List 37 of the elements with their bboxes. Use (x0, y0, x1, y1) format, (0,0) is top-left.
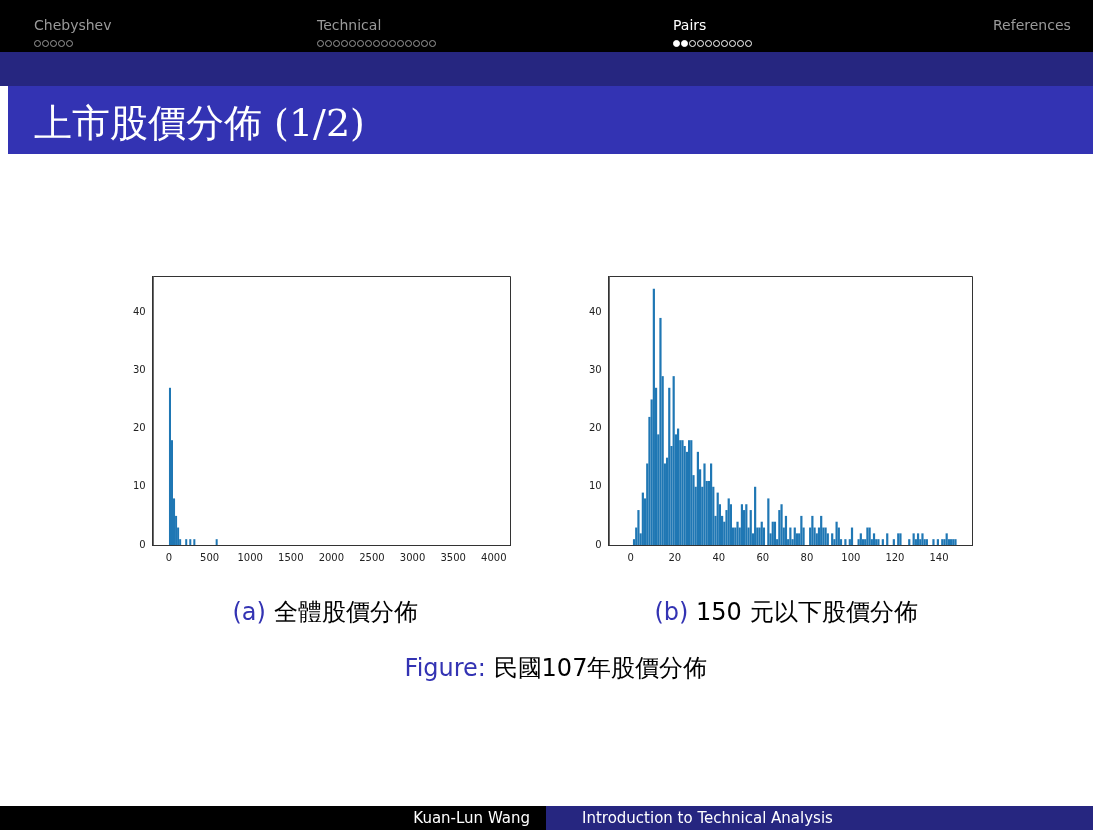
chart-title: 上市股價分佈 (1/2) (34, 100, 365, 147)
text: Chebyshev (34, 17, 112, 33)
y-tick-label: 10 (588, 480, 602, 492)
x-tick-label: 1500 (278, 551, 304, 563)
y-tick-label: 30 (588, 363, 602, 375)
x-tick-label: 140 (929, 551, 949, 563)
x-tick-label: 500 (200, 551, 220, 563)
text: Kuan-Lun Wang (0, 806, 546, 830)
x-tick-label: 3500 (440, 551, 466, 563)
y-tick-label: 10 (132, 480, 146, 492)
text: Figure: 民國107年股價分佈 (404, 654, 708, 682)
x-tick-label: 40 (712, 551, 726, 563)
y-tick-label: 30 (132, 363, 146, 375)
text: Pairs (673, 17, 707, 33)
text: References (993, 17, 1071, 33)
x-tick-label: 2000 (318, 551, 345, 563)
y-tick-label: 20 (132, 422, 146, 434)
text: Technical (317, 17, 382, 33)
x-tick-label: 4000 (481, 551, 507, 563)
x-tick-label: 100 (841, 551, 861, 563)
y-tick-label: 40 (132, 305, 146, 317)
text: (a) 全體股價分佈 (232, 598, 418, 626)
y-tick-label: 20 (588, 422, 602, 434)
y-tick-label: 0 (595, 538, 602, 550)
x-tick-label: 3000 (399, 551, 426, 563)
x-tick-label: 0 (627, 551, 634, 563)
x-tick-label: 2500 (359, 551, 385, 563)
x-tick-label: 120 (885, 551, 905, 563)
x-tick-label: 1000 (237, 551, 263, 563)
text: (b) 150 元以下股價分佈 (654, 598, 918, 626)
y-tick-label: 40 (588, 305, 602, 317)
x-tick-label: 20 (668, 551, 682, 563)
x-tick-label: 0 (165, 551, 173, 563)
y-tick-label: 0 (139, 538, 146, 550)
x-tick-label: 80 (800, 551, 814, 563)
text: Introduction to Technical Analysis (546, 806, 1093, 830)
x-tick-label: 60 (756, 551, 770, 563)
